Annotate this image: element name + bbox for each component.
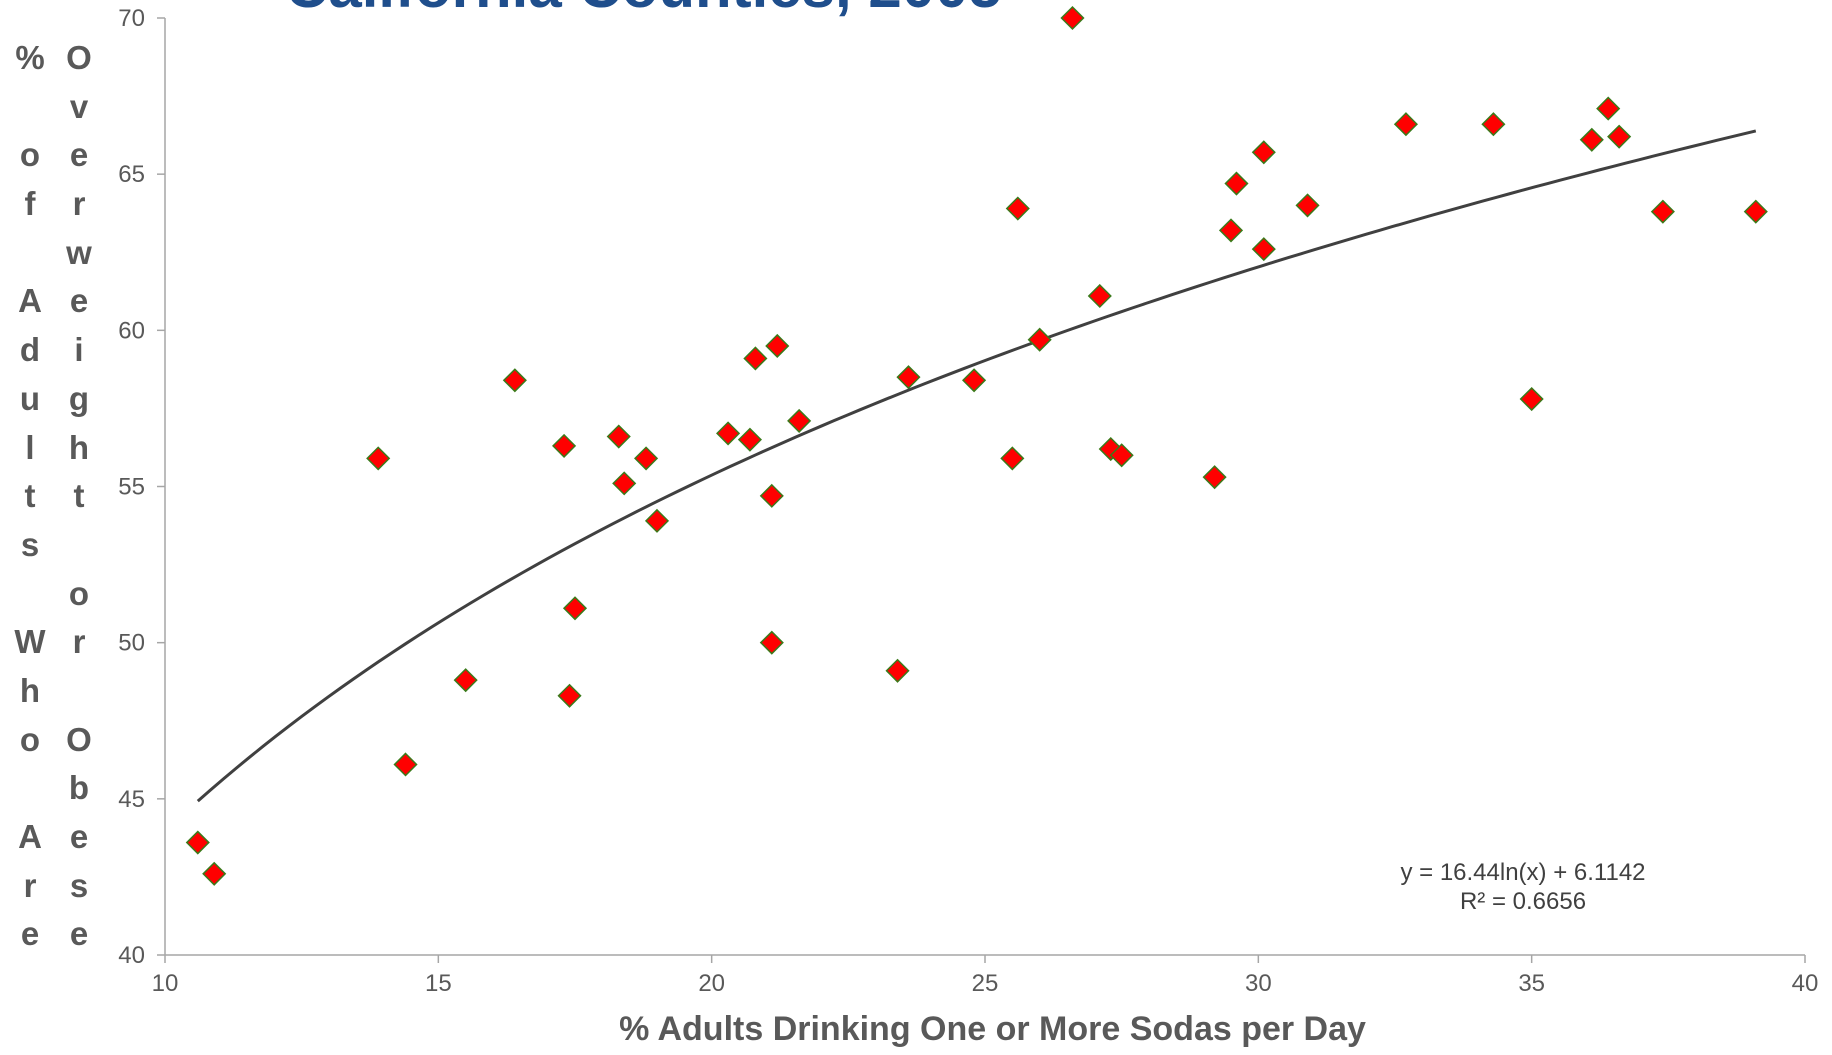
y-tick-label: 70 bbox=[118, 5, 145, 32]
data-point bbox=[634, 446, 659, 471]
data-point bbox=[557, 683, 582, 708]
data-point bbox=[552, 433, 577, 458]
x-tick-label: 10 bbox=[152, 970, 179, 997]
data-point bbox=[1650, 199, 1675, 224]
data-point bbox=[1393, 112, 1418, 137]
data-point bbox=[743, 346, 768, 371]
data-point bbox=[759, 630, 784, 655]
data-point bbox=[393, 752, 418, 777]
data-point bbox=[1218, 218, 1244, 243]
data-point bbox=[962, 368, 987, 393]
data-point bbox=[1579, 127, 1604, 152]
y-tick-label: 60 bbox=[118, 317, 145, 344]
trendline bbox=[196, 129, 1757, 803]
data-point bbox=[896, 365, 921, 390]
data-point bbox=[1005, 196, 1030, 221]
x-tick-label: 35 bbox=[1518, 970, 1545, 997]
chart-title: California Counties, 2005 bbox=[285, 0, 1002, 21]
data-point bbox=[1202, 465, 1227, 490]
x-tick-label: 30 bbox=[1245, 970, 1272, 997]
data-point bbox=[453, 668, 478, 693]
trendline-equation: y = 16.44ln(x) + 6.1142 bbox=[1400, 859, 1646, 886]
data-point bbox=[716, 421, 741, 446]
data-point bbox=[1743, 199, 1768, 224]
data-point bbox=[1596, 96, 1621, 121]
data-point bbox=[737, 427, 762, 452]
trendline-equation-box: y = 16.44ln(x) + 6.1142 R² = 0.6656 bbox=[1338, 858, 1708, 916]
data-point bbox=[765, 333, 790, 359]
data-point bbox=[612, 471, 637, 496]
y-tick-label: 45 bbox=[118, 786, 145, 813]
data-point bbox=[759, 483, 784, 508]
data-point bbox=[1087, 283, 1112, 309]
data-point bbox=[1000, 446, 1025, 471]
data-point bbox=[502, 368, 527, 393]
x-tick-label: 40 bbox=[1792, 970, 1819, 997]
data-point bbox=[185, 830, 210, 855]
data-point bbox=[787, 408, 812, 433]
y-tick-label: 55 bbox=[118, 474, 145, 501]
x-ticks: 10 15 20 25 30 35 40 bbox=[152, 955, 1819, 997]
data-point bbox=[1224, 171, 1249, 196]
y-tick-label: 65 bbox=[118, 161, 145, 188]
data-point bbox=[1519, 386, 1544, 412]
y-ticks: 40 45 50 55 60 65 70 bbox=[118, 5, 165, 969]
data-point bbox=[606, 424, 631, 449]
data-point bbox=[366, 446, 391, 471]
x-tick-label: 25 bbox=[972, 970, 999, 997]
data-points bbox=[185, 5, 1768, 886]
data-point bbox=[562, 596, 588, 621]
trendline-r-squared: R² = 0.6656 bbox=[1459, 888, 1587, 915]
data-point bbox=[885, 658, 910, 683]
data-point bbox=[644, 508, 670, 533]
data-point bbox=[1251, 237, 1276, 262]
data-point bbox=[1251, 140, 1276, 165]
y-tick-label: 50 bbox=[118, 630, 145, 657]
data-point bbox=[202, 861, 227, 886]
data-point bbox=[1481, 112, 1506, 137]
y-tick-label: 40 bbox=[118, 942, 145, 969]
data-point bbox=[1607, 124, 1632, 149]
data-point bbox=[1027, 327, 1052, 352]
data-point bbox=[1295, 193, 1320, 218]
x-tick-label: 15 bbox=[425, 970, 452, 997]
data-point bbox=[1060, 5, 1085, 31]
x-tick-label: 20 bbox=[698, 970, 725, 997]
x-axis-label: % Adults Drinking One or More Sodas per … bbox=[619, 1010, 1366, 1048]
axes bbox=[164, 18, 1805, 956]
data-point bbox=[1109, 443, 1134, 468]
